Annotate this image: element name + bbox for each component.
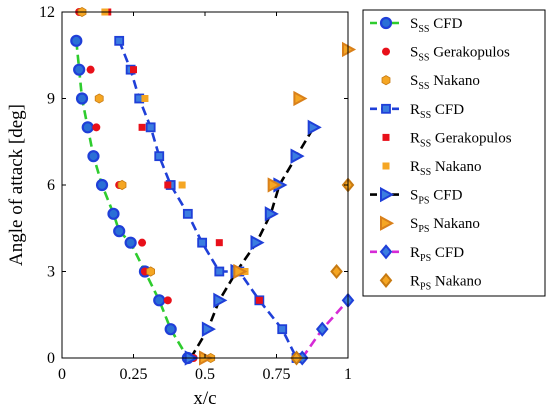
legend-label: RPS CFD (410, 245, 464, 264)
x-axis-label: x/c (193, 388, 216, 409)
y-axis-label: Angle of attack [deg] (6, 104, 27, 266)
data-point (113, 225, 126, 238)
data-point (92, 123, 101, 132)
legend-label: RSS CFD (410, 102, 464, 121)
legend-item: SPS CFD (370, 186, 463, 207)
x-axis: 0 0.25 0.5 0.75 1 (58, 12, 352, 383)
x-tick-label: 0.5 (195, 366, 215, 383)
legend-item: RSS Gerakopulos (382, 130, 512, 149)
legend-item: SSS CFD (370, 16, 463, 35)
data-point (293, 90, 308, 107)
data-point (178, 181, 186, 189)
data-point (267, 177, 282, 193)
data-point (117, 179, 127, 191)
legend-label: SPS Nakano (410, 216, 480, 235)
data-point (70, 34, 83, 47)
data-point (182, 208, 193, 219)
legend-label: SPS CFD (410, 188, 463, 207)
legend-label: RPS Nakano (410, 273, 482, 292)
series-markers (70, 6, 357, 366)
x-tick-label: 0.25 (120, 366, 148, 383)
y-tick-label: 12 (39, 4, 55, 21)
data-point (138, 123, 146, 131)
data-point (315, 321, 329, 337)
x-tick-label: 1 (344, 366, 352, 383)
legend-label: RSS Nakano (410, 159, 482, 178)
data-point (201, 321, 216, 337)
data-point (107, 207, 120, 220)
legend-item: RPS CFD (370, 244, 464, 264)
legend: SSS CFD SSS Gerakopulos SSS Nakano RSS CFD R… (362, 9, 546, 297)
data-point (130, 66, 137, 74)
data-point (197, 237, 208, 248)
legend-box (362, 9, 546, 297)
legend-marker (381, 75, 391, 86)
y-tick-label: 9 (47, 91, 55, 108)
legend-marker (382, 162, 390, 170)
data-point (138, 238, 147, 247)
data-point (164, 181, 172, 189)
legend-item: RSS Nakano (382, 159, 482, 178)
x-tick-label: 0.75 (263, 366, 291, 383)
legend-marker (381, 103, 391, 114)
y-tick-label: 6 (47, 177, 55, 194)
data-point (163, 296, 172, 305)
data-point (124, 236, 137, 249)
data-point (86, 65, 95, 74)
data-point (330, 263, 343, 280)
legend-marker (382, 133, 390, 141)
data-point (73, 63, 86, 76)
data-point (215, 239, 223, 247)
data-point (81, 121, 94, 134)
legend-item: SPS Nakano (380, 215, 480, 235)
legend-marker (379, 16, 393, 30)
series-lines (75, 40, 349, 359)
data-point (264, 206, 279, 222)
legend-marker (380, 186, 395, 203)
data-point (141, 95, 149, 102)
data-point (277, 324, 288, 335)
legend-item: RSS CFD (370, 102, 464, 121)
data-point (94, 93, 104, 104)
data-point (154, 151, 165, 162)
data-point (307, 119, 322, 136)
data-point (95, 178, 109, 192)
data-point (290, 148, 305, 164)
data-point (233, 263, 248, 280)
legend-item: SSS Gerakopulos (382, 45, 510, 64)
data-point (213, 292, 228, 309)
series-line-0 (75, 40, 189, 359)
data-point (75, 92, 89, 105)
data-point (114, 35, 125, 46)
legend-label: SSS CFD (410, 16, 463, 35)
data-point (250, 234, 265, 251)
y-tick-label: 3 (47, 264, 55, 281)
x-tick-label: 0 (58, 366, 66, 383)
legend-marker (379, 272, 393, 288)
data-point (146, 266, 156, 277)
y-tick-label: 0 (47, 350, 55, 367)
legend-marker (379, 244, 393, 260)
legend-label: SSS Gerakopulos (410, 45, 510, 64)
legend-marker (380, 215, 395, 231)
legend-item: SSS Nakano (381, 73, 480, 92)
legend-marker (382, 47, 390, 56)
data-point (145, 122, 156, 133)
data-point (214, 266, 225, 277)
y-axis: 0 3 6 9 12 (39, 4, 348, 367)
data-point (153, 294, 166, 307)
legend-item: RPS Nakano (379, 272, 482, 292)
data-point (164, 323, 177, 336)
data-point (255, 296, 263, 304)
legend-label: SSS Nakano (410, 73, 480, 92)
series-line-3 (117, 40, 298, 359)
data-point (87, 150, 100, 163)
legend-label: RSS Gerakopulos (410, 130, 512, 149)
